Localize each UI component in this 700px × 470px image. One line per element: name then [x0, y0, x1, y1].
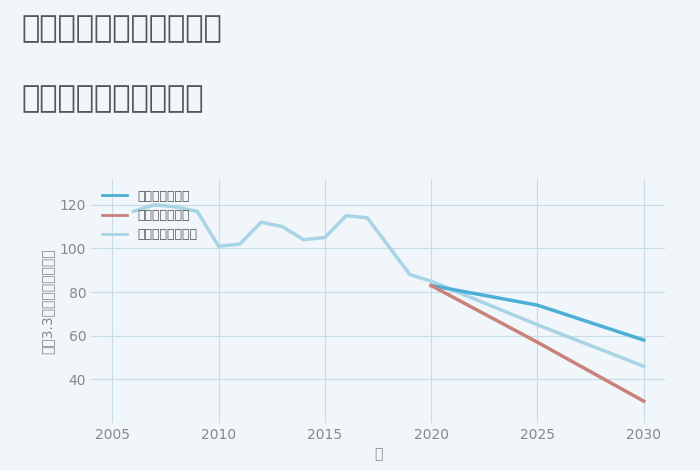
Text: 大阪府堺市中区東八田の: 大阪府堺市中区東八田の	[21, 14, 222, 43]
X-axis label: 年: 年	[374, 447, 382, 462]
Legend: グッドシナリオ, バッドシナリオ, ノーマルシナリオ: グッドシナリオ, バッドシナリオ, ノーマルシナリオ	[97, 185, 202, 246]
Text: 中古戸建ての価格推移: 中古戸建ての価格推移	[21, 85, 204, 114]
Y-axis label: 坪（3.3㎡）単価（万円）: 坪（3.3㎡）単価（万円）	[40, 248, 54, 353]
